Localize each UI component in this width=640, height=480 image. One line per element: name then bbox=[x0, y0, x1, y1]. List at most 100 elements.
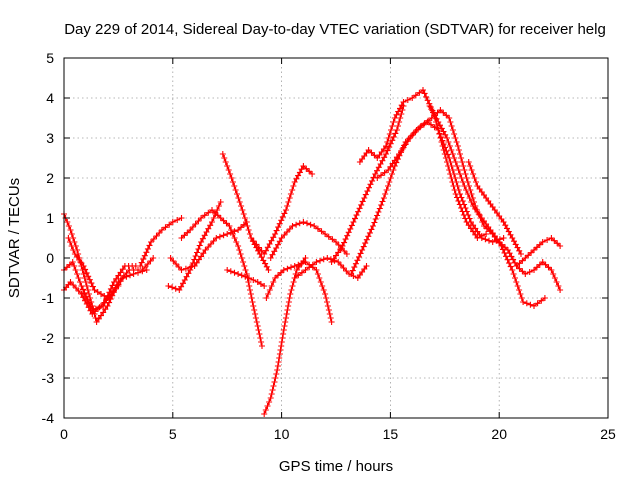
data-point bbox=[229, 179, 236, 185]
data-point bbox=[300, 163, 307, 169]
data-point bbox=[202, 247, 209, 253]
data-point bbox=[440, 128, 447, 135]
data-point bbox=[298, 269, 305, 276]
data-point bbox=[178, 283, 185, 290]
data-point bbox=[287, 291, 294, 297]
data-point bbox=[376, 205, 383, 212]
data-point bbox=[365, 233, 372, 240]
data-point bbox=[447, 159, 454, 165]
data-point bbox=[279, 335, 286, 341]
data-point bbox=[156, 230, 163, 236]
data-point bbox=[215, 203, 222, 209]
data-point bbox=[319, 283, 326, 289]
data-point bbox=[467, 219, 474, 225]
data-point bbox=[314, 271, 321, 277]
data-point bbox=[182, 265, 189, 272]
data-point bbox=[340, 265, 347, 271]
data-point bbox=[443, 112, 450, 119]
data-point bbox=[211, 209, 218, 216]
data-point bbox=[278, 343, 285, 349]
data-point bbox=[276, 351, 283, 357]
data-point bbox=[102, 306, 109, 313]
data-point bbox=[352, 215, 358, 222]
gridlines bbox=[64, 58, 608, 418]
data-point bbox=[341, 239, 348, 246]
data-point bbox=[228, 227, 235, 233]
data-point bbox=[266, 399, 273, 405]
series-trace bbox=[516, 237, 561, 267]
data-point bbox=[248, 235, 255, 241]
data-point bbox=[144, 245, 151, 252]
y-tick-label: 1 bbox=[46, 210, 54, 226]
data-point bbox=[81, 275, 88, 281]
data-point bbox=[289, 283, 296, 289]
data-point bbox=[534, 300, 541, 307]
data-point bbox=[83, 293, 90, 300]
data-point bbox=[510, 256, 517, 263]
data-point bbox=[386, 144, 393, 151]
data-point bbox=[268, 237, 275, 244]
data-point bbox=[316, 275, 323, 281]
data-point bbox=[123, 270, 130, 276]
data-point bbox=[551, 275, 558, 281]
data-point bbox=[68, 231, 75, 237]
data-point bbox=[438, 134, 444, 140]
data-point bbox=[417, 123, 424, 129]
data-point bbox=[412, 92, 419, 99]
data-point bbox=[478, 235, 485, 241]
data-point bbox=[309, 261, 316, 268]
data-point bbox=[249, 299, 256, 305]
data-point bbox=[499, 241, 506, 248]
data-point bbox=[80, 263, 87, 269]
data-point bbox=[370, 223, 376, 229]
data-point bbox=[252, 311, 259, 317]
data-point bbox=[269, 387, 276, 393]
data-point bbox=[358, 201, 365, 208]
data-point bbox=[323, 295, 330, 301]
data-point bbox=[127, 272, 133, 279]
data-point bbox=[328, 319, 335, 325]
data-point bbox=[402, 141, 409, 148]
data-point bbox=[516, 265, 523, 272]
y-tick-label: 5 bbox=[46, 50, 54, 66]
data-point bbox=[198, 253, 205, 260]
data-point bbox=[461, 183, 468, 189]
data-point bbox=[555, 283, 562, 289]
data-point bbox=[243, 219, 250, 225]
data-point bbox=[380, 195, 387, 201]
data-point bbox=[371, 219, 378, 226]
data-point bbox=[513, 263, 520, 269]
x-tick-label: 0 bbox=[60, 426, 68, 442]
data-point bbox=[306, 168, 313, 175]
data-point bbox=[392, 130, 399, 137]
data-point bbox=[68, 243, 75, 249]
data-point bbox=[236, 199, 243, 205]
data-point bbox=[425, 117, 432, 124]
data-point bbox=[261, 411, 268, 417]
data-point bbox=[193, 259, 200, 266]
data-point bbox=[289, 187, 296, 193]
data-point bbox=[227, 268, 234, 275]
data-point bbox=[525, 252, 532, 259]
data-point bbox=[239, 207, 246, 213]
data-point bbox=[463, 208, 470, 215]
data-point bbox=[354, 257, 361, 264]
data-point bbox=[266, 241, 273, 247]
data-point bbox=[277, 347, 284, 353]
data-point bbox=[333, 252, 339, 259]
data-point bbox=[353, 212, 360, 219]
data-point bbox=[372, 216, 379, 222]
data-point bbox=[378, 202, 385, 208]
data-point bbox=[275, 272, 281, 279]
data-point bbox=[261, 251, 268, 257]
data-point bbox=[371, 152, 378, 159]
data-point bbox=[283, 315, 289, 321]
data-point bbox=[348, 222, 355, 229]
data-point bbox=[386, 179, 393, 185]
data-point bbox=[544, 237, 551, 243]
data-point bbox=[442, 144, 449, 151]
data-point bbox=[454, 183, 461, 189]
data-point bbox=[453, 139, 460, 145]
data-point bbox=[273, 245, 280, 251]
y-tick-label: -4 bbox=[42, 410, 55, 426]
